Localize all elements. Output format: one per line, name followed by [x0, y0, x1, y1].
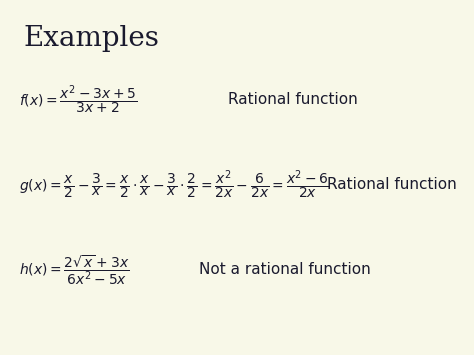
Text: $f(x)=\dfrac{x^{2}-3x+5}{3x+2}$: $f(x)=\dfrac{x^{2}-3x+5}{3x+2}$: [19, 83, 137, 116]
Text: Rational function: Rational function: [228, 92, 357, 107]
Text: $g(x)=\dfrac{x}{2}-\dfrac{3}{x}=\dfrac{x}{2}\cdot\dfrac{x}{x}-\dfrac{3}{x}\cdot\: $g(x)=\dfrac{x}{2}-\dfrac{3}{x}=\dfrac{x…: [19, 168, 329, 201]
Text: $h(x)=\dfrac{2\sqrt{x}+3x}{6x^{2}-5x}$: $h(x)=\dfrac{2\sqrt{x}+3x}{6x^{2}-5x}$: [19, 253, 129, 287]
Text: Rational function: Rational function: [327, 177, 457, 192]
Text: Examples: Examples: [24, 25, 160, 52]
Text: Not a rational function: Not a rational function: [199, 262, 371, 277]
